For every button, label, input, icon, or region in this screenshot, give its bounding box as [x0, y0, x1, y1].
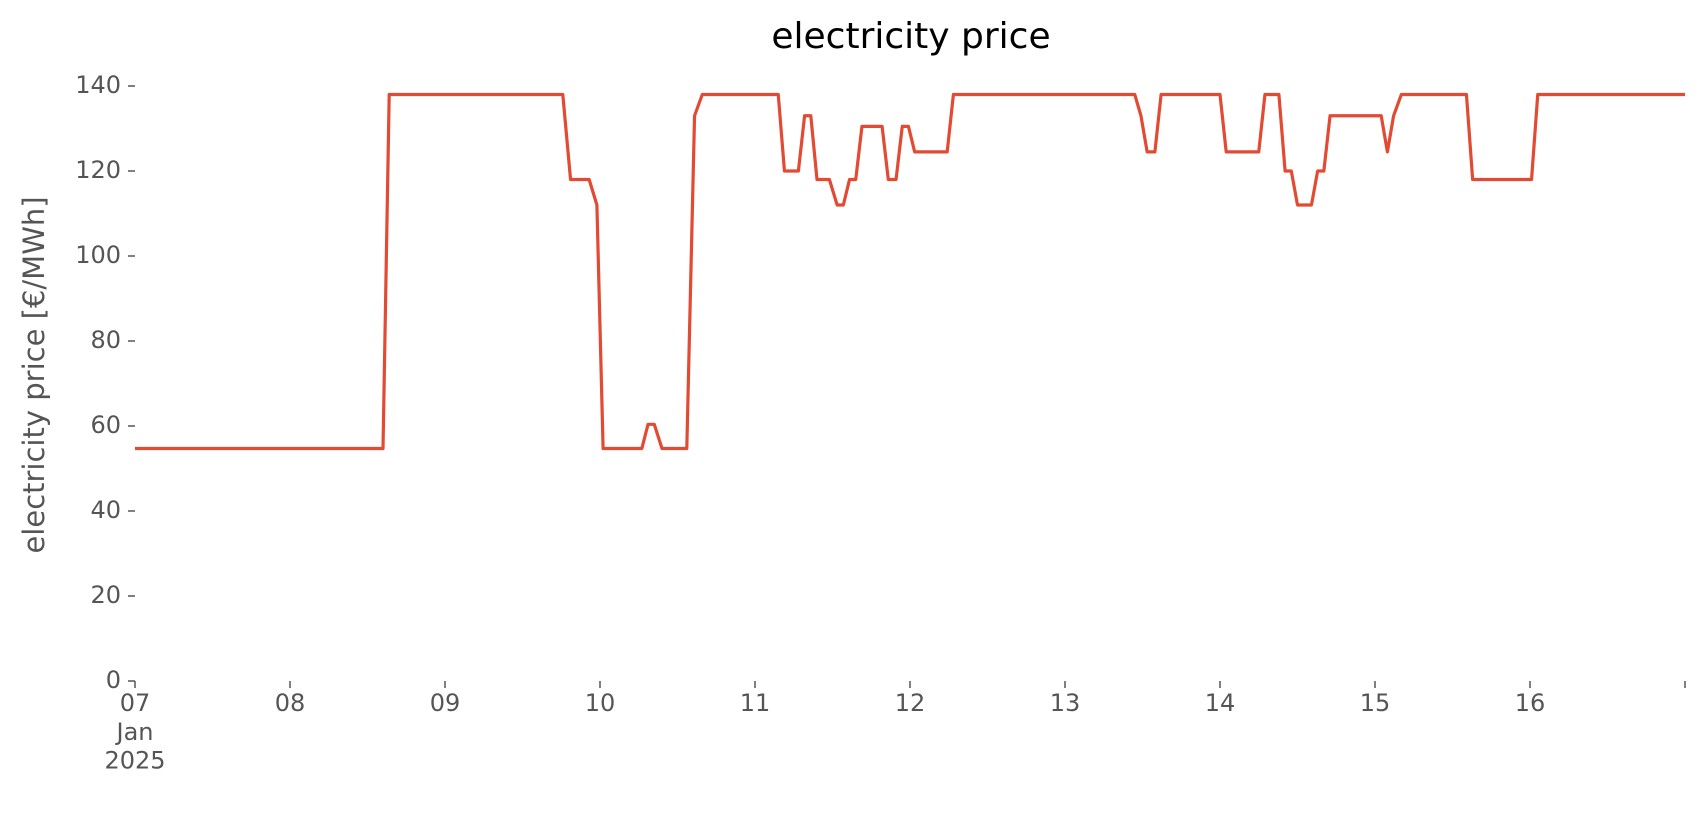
- x-tick-label: 13: [1050, 689, 1081, 717]
- y-tick-label: 100: [75, 241, 121, 269]
- y-tick-label: 60: [90, 411, 121, 439]
- y-tick-label: 0: [106, 666, 121, 694]
- y-axis-label: electricity price [€/MWh]: [17, 196, 51, 553]
- y-tick-label: 140: [75, 71, 121, 99]
- price-line: [135, 92, 1685, 451]
- y-tick-label: 40: [90, 496, 121, 524]
- x-tick-label: 11: [740, 689, 771, 717]
- x-tick-label: 10: [585, 689, 616, 717]
- x-tick-label: 16: [1515, 689, 1546, 717]
- y-tick-label: 120: [75, 156, 121, 184]
- x-tick-label: 08: [275, 689, 306, 717]
- x-tick-label: 15: [1360, 689, 1391, 717]
- x-tick-label: 09: [430, 689, 461, 717]
- chart-title: electricity price: [771, 16, 1050, 57]
- y-tick-label: 20: [90, 581, 121, 609]
- x-tick-label: 14: [1205, 689, 1236, 717]
- x-tick-label: 07 Jan 2025: [104, 689, 165, 775]
- y-tick-label: 80: [90, 326, 121, 354]
- x-tick-label: 12: [895, 689, 926, 717]
